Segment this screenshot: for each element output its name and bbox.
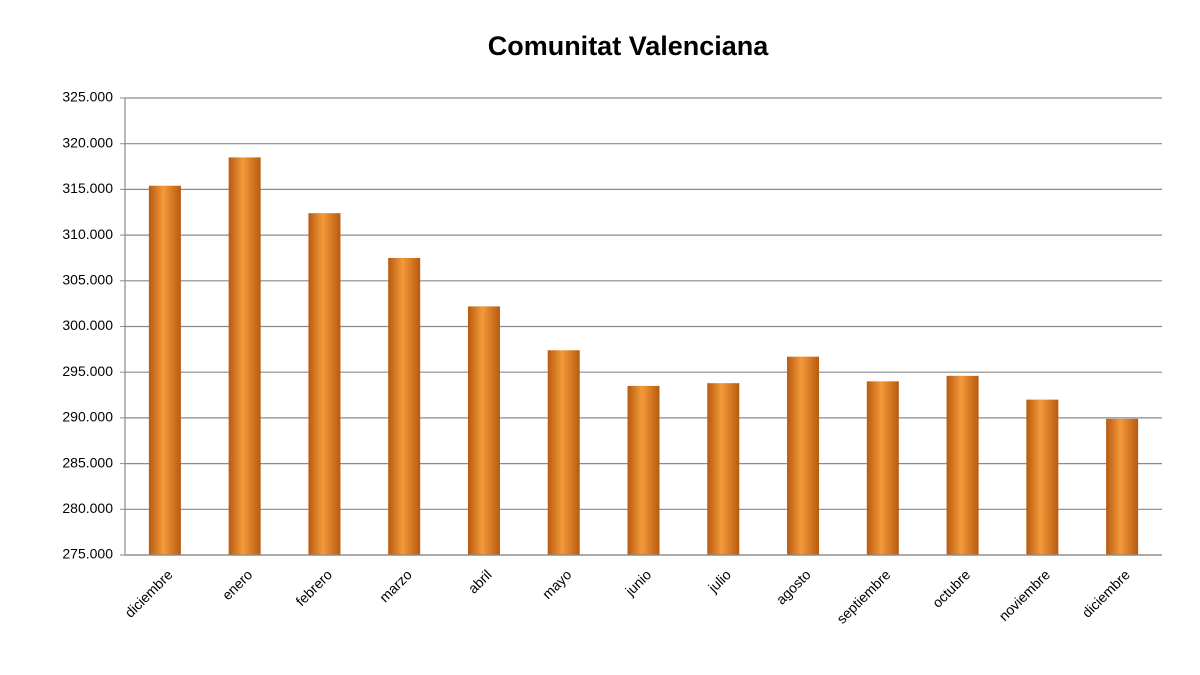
x-tick-label: agosto: [773, 566, 814, 607]
y-tick-label: 325.000: [62, 89, 113, 105]
bar: [308, 213, 341, 555]
x-tick-label: junio: [621, 566, 654, 599]
x-tick-label: enero: [219, 566, 256, 603]
y-tick-label: 280.000: [62, 500, 113, 516]
bar: [148, 185, 181, 555]
bar: [787, 356, 820, 555]
x-tick-label: octubre: [929, 566, 973, 610]
bar: [1106, 418, 1139, 555]
bar: [228, 157, 261, 555]
bar: [1026, 399, 1059, 555]
x-tick-label: marzo: [376, 566, 415, 605]
y-tick-label: 320.000: [62, 134, 113, 150]
y-tick-label: 305.000: [62, 272, 113, 288]
bar: [866, 381, 899, 555]
chart-title: Comunitat Valenciana: [488, 31, 770, 61]
y-tick-label: 275.000: [62, 546, 113, 562]
y-tick-label: 295.000: [62, 363, 113, 379]
y-tick-label: 315.000: [62, 180, 113, 196]
y-tick-label: 290.000: [62, 409, 113, 425]
x-tick-label: noviembre: [996, 566, 1054, 624]
bar: [946, 375, 979, 555]
bar: [388, 257, 421, 555]
bar: [707, 383, 740, 555]
x-tick-label: diciembre: [1079, 566, 1133, 620]
y-tick-label: 310.000: [62, 226, 113, 242]
y-tick-label: 300.000: [62, 317, 113, 333]
x-tick-label: diciembre: [121, 566, 175, 620]
bar: [627, 385, 660, 555]
bar: [547, 350, 580, 555]
x-tick-label: septiembre: [833, 566, 893, 626]
x-tick-label: julio: [704, 566, 734, 596]
x-tick-label: abril: [465, 566, 495, 596]
x-tick-label: febrero: [292, 566, 335, 609]
x-tick-label: mayo: [539, 566, 575, 602]
y-tick-label: 285.000: [62, 454, 113, 470]
bar: [467, 306, 500, 555]
